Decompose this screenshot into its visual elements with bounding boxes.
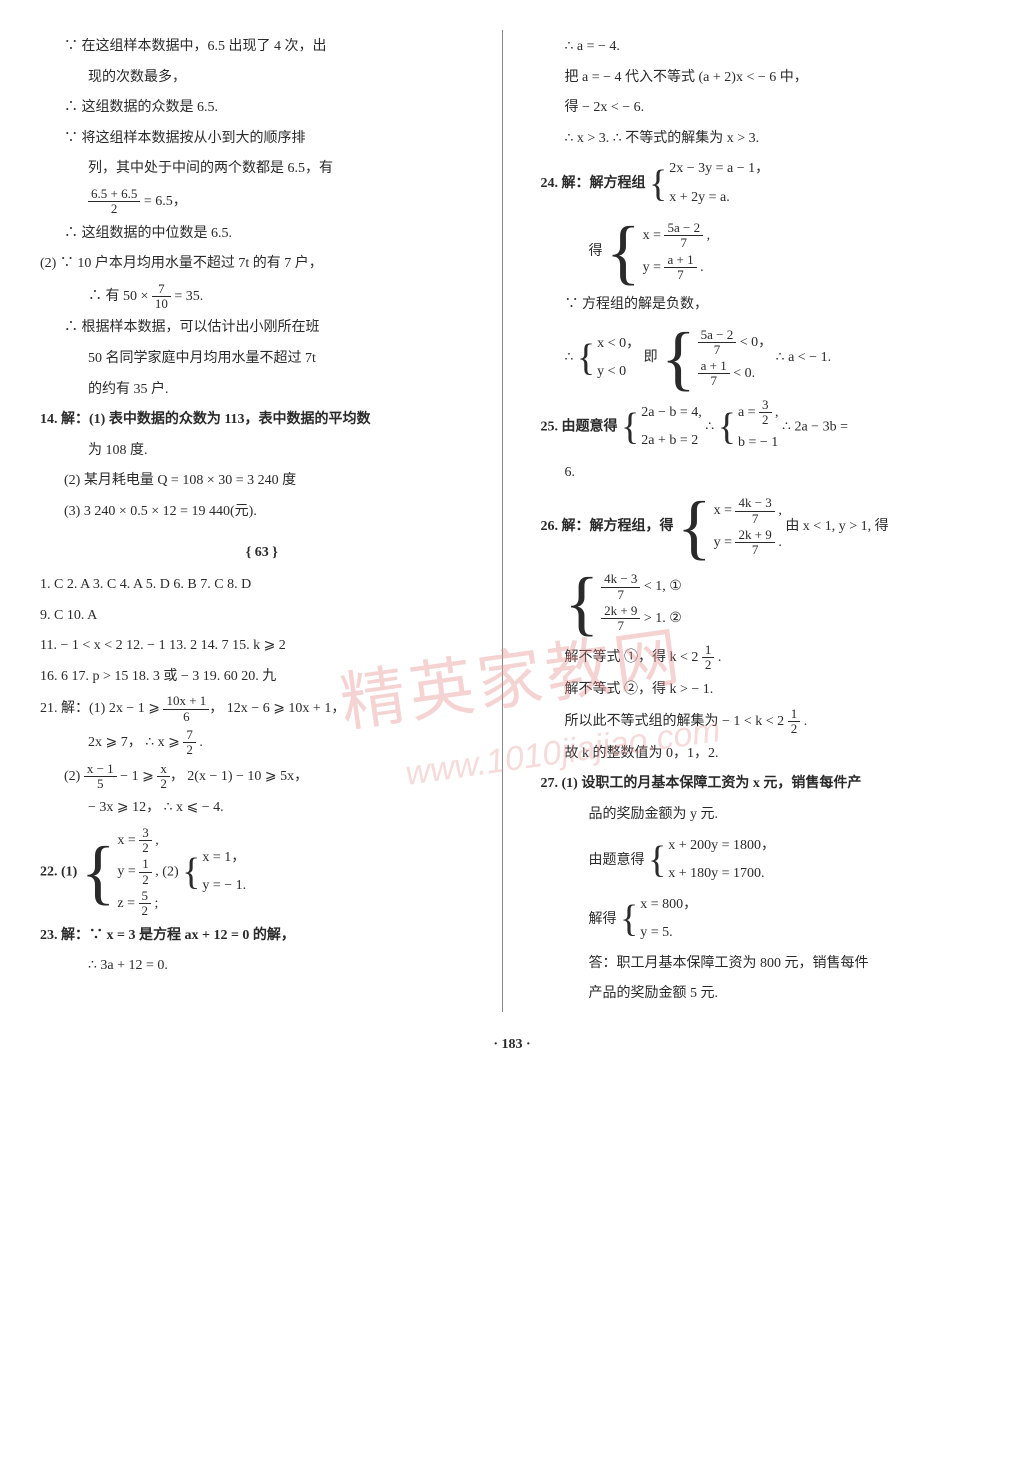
equation-system: { 5a − 27 < 0， a + 17 < 0. [661,322,772,394]
text-line: 解不等式 ①，得 k < 2 12 . [541,643,985,673]
fraction-line: 6.5 + 6.52 = 6.5， [40,187,484,217]
section-title-63: { 63 } [40,540,484,567]
q24-line: ∴ { x < 0， y < 0 即 { 5a − 27 < 0， a + 17… [541,322,985,394]
q21-line: − 3x ⩾ 12， ∴ x ⩽ − 4. [40,795,484,822]
mc-answers: 1. C 2. A 3. C 4. A 5. D 6. B 7. C 8. D [40,572,484,599]
q23-line: 23. 解：∵ x = 3 是方程 ax + 12 = 0 的解， [40,923,484,950]
text-line: 6. [541,460,985,487]
text-line: 14. 解：(1) 表中数据的众数为 113，表中数据的平均数 [40,407,484,434]
q26-line: 26. 解：解方程组，得 { x = 4k − 37 , y = 2k + 97… [541,491,985,563]
text-line: ∵ 在这组样本数据中，6.5 出现了 4 次，出 [40,34,484,61]
text-line: (2) ∵ 10 户本月均用水量不超过 7t 的有 7 户， [40,251,484,278]
text-line: 答：职工月基本保障工资为 800 元，销售每件 [541,951,985,978]
equation-system: { a = 32 , b = − 1 [718,398,779,456]
text-line: 所以此不等式组的解集为 − 1 < k < 2 12 . [541,707,985,737]
text-line: 列，其中处于中间的两个数都是 6.5，有 [40,156,484,183]
q22-line: 22. (1) { x = 32 , y = 12 , z = 52 ; (2)… [40,826,484,919]
q25-line: 25. 由题意得 { 2a − b = 4, 2a + b = 2 ∴ { a … [541,398,985,456]
q26-line: { 4k − 37 < 1, ① 2k + 97 > 1. ② [541,567,985,639]
text-line: 50 名同学家庭中月均用水量不超过 7t [40,346,484,373]
equation-system: { x = 32 , y = 12 , z = 52 ; [81,826,159,919]
q21-line: 2x ⩾ 7， ∴ x ⩾ 72 . [40,728,484,758]
text-line: ∴ 这组数据的众数是 6.5. [40,95,484,122]
q21-line: (2) x − 15 − 1 ⩾ x2， 2(x − 1) − 10 ⩾ 5x， [40,762,484,792]
equation-system: { x = 1， y = − 1. [182,845,246,900]
equation-system: { x < 0， y < 0 [577,331,640,386]
fraction-line: ∴ 有 50 × 710 = 35. [40,282,484,312]
q23-line: ∴ 3a + 12 = 0. [40,953,484,980]
text-line: ∴ 根据样本数据，可以估计出小刚所在班 [40,315,484,342]
text-line: ∴ x > 3. ∴ 不等式的解集为 x > 3. [541,126,985,153]
equation-system: { x = 5a − 27 , y = a + 17 . [606,216,710,288]
text-line: (2) 某月耗电量 Q = 108 × 30 = 3 240 度 [40,468,484,495]
equation-system: { x + 200y = 1800， x + 180y = 1700. [648,833,775,888]
text-line: 现的次数最多， [40,65,484,92]
equation-system: { x = 800， y = 5. [620,892,697,947]
mc-answers: 9. C 10. A [40,603,484,630]
text-line: ∴ a = − 4. [541,34,985,61]
text-line: 11. − 1 < x < 2 12. − 1 13. 2 14. 7 15. … [40,633,484,660]
equation-system: { x = 4k − 37 , y = 2k + 97 . [677,491,782,563]
left-column: ∵ 在这组样本数据中，6.5 出现了 4 次，出 现的次数最多， ∴ 这组数据的… [40,30,503,1012]
q27-line: 由题意得 { x + 200y = 1800， x + 180y = 1700. [541,833,985,888]
equation-system: { 2a − b = 4, 2a + b = 2 [621,400,702,455]
text-line: 得 − 2x < − 6. [541,95,985,122]
equation-system: { 2x − 3y = a − 1， x + 2y = a. [649,156,769,211]
text-line: 16. 6 17. p > 15 18. 3 或 − 3 19. 60 20. … [40,664,484,691]
q24-line: 得 { x = 5a − 27 , y = a + 17 . [541,216,985,288]
text-line: 为 108 度. [40,438,484,465]
text-line: 把 a = − 4 代入不等式 (a + 2)x < − 6 中， [541,65,985,92]
equation-system: { 4k − 37 < 1, ① 2k + 97 > 1. ② [565,567,682,639]
text-line: 故 k 的整数值为 0，1，2. [541,741,985,768]
right-column: ∴ a = − 4. 把 a = − 4 代入不等式 (a + 2)x < − … [533,30,985,1012]
text-line: 产品的奖励金额 5 元. [541,981,985,1008]
text-line: ∴ 这组数据的中位数是 6.5. [40,221,484,248]
text-line: 的约有 35 户. [40,377,484,404]
text-line: ∵ 将这组样本数据按从小到大的顺序排 [40,126,484,153]
text-line: ∵ 方程组的解是负数， [541,292,985,319]
q21-line: 21. 解：(1) 2x − 1 ⩾ 10x + 16， 12x − 6 ⩾ 1… [40,694,484,724]
q27-line: 解得 { x = 800， y = 5. [541,892,985,947]
q24-line: 24. 解：解方程组 { 2x − 3y = a − 1， x + 2y = a… [541,156,985,211]
text-line: 解不等式 ②，得 k > − 1. [541,677,985,704]
q27-line: 27. (1) 设职工的月基本保障工资为 x 元，销售每件产 [541,771,985,798]
page-columns: ∵ 在这组样本数据中，6.5 出现了 4 次，出 现的次数最多， ∴ 这组数据的… [40,30,984,1012]
page-number: · 183 · [40,1032,984,1059]
text-line: 品的奖励金额为 y 元. [541,802,985,829]
text-line: (3) 3 240 × 0.5 × 12 = 19 440(元). [40,499,484,526]
